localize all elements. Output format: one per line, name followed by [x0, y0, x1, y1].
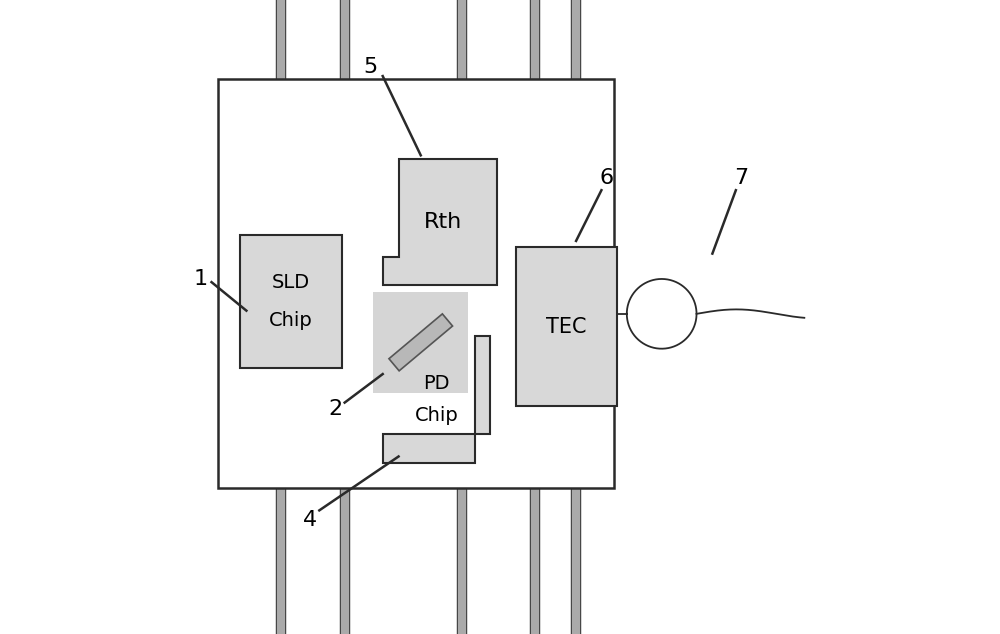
Polygon shape: [383, 336, 490, 463]
Bar: [373, 292, 468, 393]
Text: 5: 5: [363, 56, 377, 77]
Bar: [240, 235, 342, 368]
Text: SLD: SLD: [272, 273, 310, 292]
Text: Rth: Rth: [424, 212, 462, 232]
Text: Chip: Chip: [269, 311, 313, 330]
Polygon shape: [383, 158, 497, 285]
Bar: [516, 247, 617, 406]
Text: 1: 1: [194, 269, 208, 289]
Polygon shape: [389, 314, 453, 371]
Text: TEC: TEC: [546, 316, 587, 337]
Text: Chip: Chip: [415, 406, 458, 425]
Bar: [218, 79, 614, 488]
Text: PD: PD: [423, 374, 450, 393]
Text: 4: 4: [303, 510, 317, 530]
Text: 2: 2: [328, 399, 342, 419]
Text: 6: 6: [599, 167, 614, 188]
Bar: [231, 105, 601, 463]
Text: 7: 7: [734, 167, 748, 188]
